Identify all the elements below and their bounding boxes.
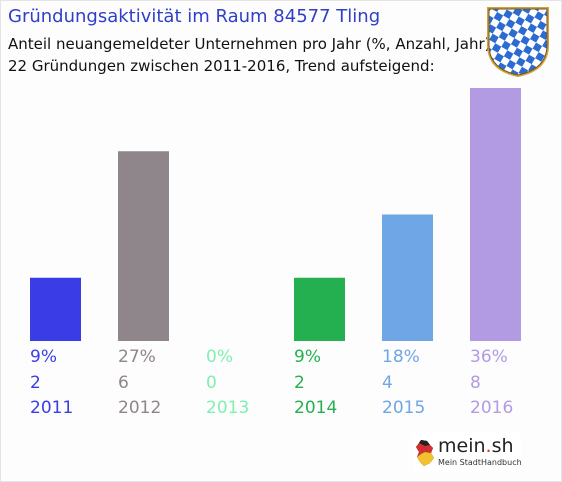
bar-2015 (382, 214, 433, 341)
year-label-2014: 2014 (294, 398, 338, 418)
germany-map-icon (416, 440, 434, 466)
year-label-2013: 2013 (206, 398, 250, 418)
year-label-2012: 2012 (118, 398, 162, 418)
year-label-2015: 2015 (382, 398, 426, 418)
percent-label-2013: 0% (206, 347, 233, 367)
count-label-2016: 8 (470, 373, 481, 393)
brand-tagline: Mein StadtHandbuch (438, 458, 522, 467)
percent-label-2016: 36% (470, 347, 508, 367)
chart-subtitle: Anteil neuangemeldeter Unternehmen pro J… (8, 35, 491, 53)
count-label-2014: 2 (294, 373, 305, 393)
count-label-2015: 4 (382, 373, 393, 393)
count-label-2012: 6 (118, 373, 129, 393)
brand-logo: mein.sh Mein StadtHandbuch (413, 433, 522, 473)
bar-2014 (294, 277, 345, 341)
count-label-2011: 2 (30, 373, 41, 393)
percent-label-2015: 18% (382, 347, 420, 367)
bar-2012 (118, 151, 169, 341)
bar-2011 (30, 277, 81, 341)
count-label-2013: 0 (206, 373, 217, 393)
bar-2016 (470, 88, 521, 341)
chart-summary: 22 Gründungen zwischen 2011-2016, Trend … (8, 57, 435, 75)
year-label-2011: 2011 (30, 398, 74, 418)
year-label-2016: 2016 (470, 398, 514, 418)
percent-label-2011: 9% (30, 347, 57, 367)
brand-name: mein.sh (438, 435, 514, 457)
chart-title: Gründungsaktivität im Raum 84577 Tling (8, 6, 381, 27)
percent-label-2012: 27% (118, 347, 156, 367)
bavarian-coat-of-arms-icon (487, 7, 549, 77)
percent-label-2014: 9% (294, 347, 321, 367)
